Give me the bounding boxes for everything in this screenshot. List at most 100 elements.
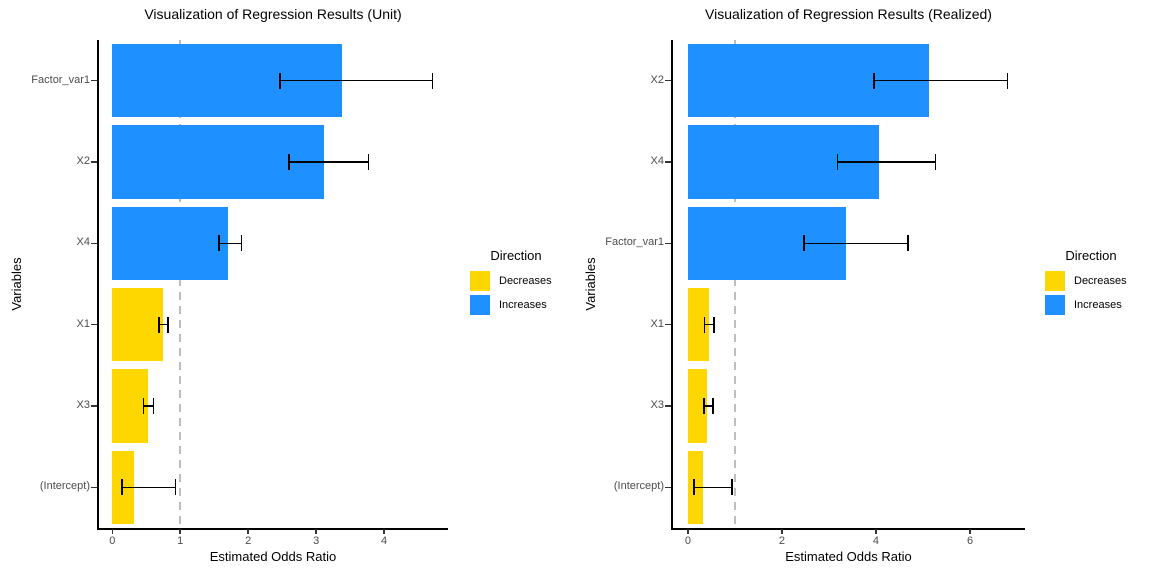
error-bar-cap-low [218,235,220,252]
y-axis-tick [665,486,671,489]
legend-label-increases: Increases [1074,299,1122,311]
legend-label-decreases: Decreases [499,275,552,287]
legend-label-increases: Increases [499,299,547,311]
legend-swatch-increases [470,295,490,315]
legend-swatch-decreases [470,271,490,291]
error-bar-cap-high [712,398,714,414]
legend-swatch-decreases [1045,271,1065,291]
y-tick-label: (Intercept) [613,480,664,493]
x-axis-tick [875,529,877,534]
y-axis-tick [665,242,671,245]
x-tick-label: 0 [109,535,116,547]
x-axis-tick [781,529,783,534]
y-tick-label: X2 [650,73,664,86]
error-bar [703,405,714,407]
error-bar [693,486,733,489]
x-axis-tick [247,529,249,534]
error-bar [279,79,434,82]
error-bar-cap-low [803,235,805,252]
error-bar-cap-high [174,479,177,496]
y-axis-tick [665,161,671,163]
y-axis-tick [91,79,97,82]
y-axis-tick [665,79,671,82]
x-axis-line [97,528,448,530]
legend-swatch-increases [1045,295,1065,315]
error-bar-cap-high [934,154,937,170]
x-tick-label: 4 [872,535,880,547]
x-tick-label: 0 [684,535,692,547]
x-axis-tick [111,529,114,534]
y-axis-tick [91,486,97,489]
error-bar-cap-high [167,316,169,333]
error-bar [836,161,937,163]
legend-title: Direction [490,248,542,263]
error-bar-cap-low [121,479,123,496]
y-axis-line [671,40,673,529]
x-axis-tick [315,529,317,534]
y-tick-label: X4 [76,236,90,249]
error-bar [873,79,1009,82]
x-axis-tick [179,529,181,534]
error-bar-cap-low [288,154,290,170]
error-bar [288,161,370,163]
error-bar-cap-high [907,235,909,252]
y-axis-tick [665,405,671,407]
y-tick-label: (Intercept) [39,480,90,493]
error-bar-cap-high [240,235,243,252]
x-axis-tick [687,529,689,534]
x-axis-line [671,528,1025,530]
y-axis-line [97,40,99,529]
error-bar-cap-low [836,154,839,170]
reference-line [179,40,182,528]
x-axis-tick [969,529,971,534]
y-axis-label: Variables [583,257,598,311]
x-axis-label: Estimated Odds Ratio [785,549,912,564]
bar-X3 [687,369,708,443]
error-bar [158,323,169,326]
error-bar-cap-low [703,316,706,333]
error-bar-cap-high [731,479,733,496]
error-bar [218,242,243,245]
error-bar [703,323,715,326]
x-axis-tick [383,529,385,534]
x-tick-label: 6 [966,535,974,547]
y-tick-label: Factor_var1 [605,236,664,249]
y-axis-tick [665,323,671,326]
y-axis-tick [91,323,97,326]
y-tick-label: X3 [650,399,664,411]
x-tick-label: 2 [778,535,786,547]
y-tick-label: X2 [76,155,90,167]
y-axis-tick [91,405,97,407]
legend-title: Direction [1065,248,1117,263]
chart-title: Visualization of Regression Results (Uni… [144,6,402,22]
error-bar [121,486,177,489]
bar-X1 [687,288,710,362]
x-axis-label: Estimated Odds Ratio [209,549,337,564]
error-bar-cap-low [142,398,145,414]
chart-title: Visualization of Regression Results (Rea… [705,6,992,22]
y-axis-tick [91,161,97,163]
legend-label-decreases: Decreases [1074,275,1127,287]
error-bar [142,405,155,407]
error-bar-cap-low [873,72,875,89]
error-bar-cap-low [693,479,695,496]
x-tick-label: 4 [381,535,388,547]
y-tick-label: X1 [650,317,664,330]
y-tick-label: X3 [76,399,90,411]
bar-X3 [112,369,149,443]
error-bar-cap-high [367,154,370,170]
error-bar-cap-high [431,72,434,89]
reference-line [733,40,736,528]
error-bar [803,242,909,245]
bar-X1 [112,288,163,362]
error-bar-cap-high [1006,72,1009,89]
error-bar-cap-low [279,72,281,89]
y-axis-tick [91,242,97,245]
error-bar-cap-high [152,398,155,414]
error-bar-cap-high [713,316,715,333]
y-tick-label: Factor_var1 [31,73,90,86]
x-tick-label: 3 [313,535,320,547]
y-tick-label: X1 [76,317,90,330]
